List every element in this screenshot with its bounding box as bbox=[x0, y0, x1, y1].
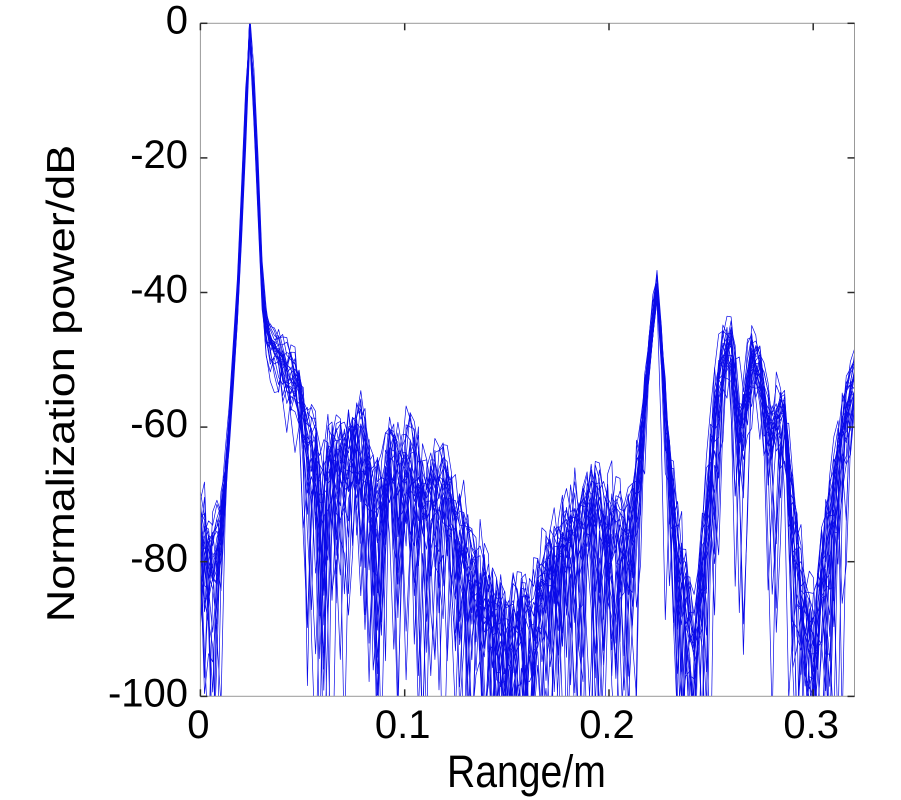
svg-text:0: 0 bbox=[166, 0, 188, 42]
svg-text:0.3: 0.3 bbox=[783, 703, 839, 747]
svg-text:0.1: 0.1 bbox=[375, 703, 431, 747]
svg-text:0: 0 bbox=[187, 703, 209, 747]
svg-text:-100: -100 bbox=[108, 671, 188, 715]
svg-text:Normalization power/dB: Normalization power/dB bbox=[39, 145, 83, 622]
svg-text:-60: -60 bbox=[130, 402, 188, 446]
svg-text:-80: -80 bbox=[130, 537, 188, 581]
svg-text:-40: -40 bbox=[130, 268, 188, 312]
svg-text:-20: -20 bbox=[130, 133, 188, 177]
svg-text:Range/m: Range/m bbox=[447, 746, 606, 796]
svg-text:0.2: 0.2 bbox=[579, 703, 635, 747]
